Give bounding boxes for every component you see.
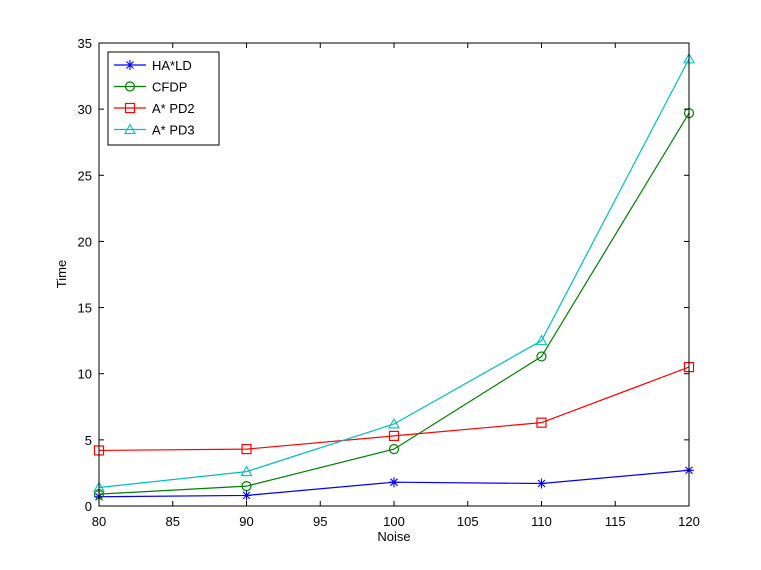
y-tick-label: 5	[85, 433, 92, 448]
x-tick-label: 85	[166, 514, 180, 529]
legend-label: A* PD2	[152, 101, 195, 116]
series-line	[98, 58, 690, 489]
x-tick-label: 110	[531, 514, 552, 529]
legend-label: A* PD3	[152, 123, 195, 138]
y-tick-label: 0	[85, 499, 92, 514]
data-point	[536, 478, 547, 489]
legend-item: CFDP	[114, 80, 187, 95]
y-axis: 0 5 10 15 20 25 30 35	[78, 36, 689, 514]
y-tick-label: 35	[78, 36, 92, 51]
data-point	[536, 351, 547, 362]
y-axis-label: Time	[54, 260, 69, 288]
data-point	[241, 490, 252, 501]
legend-label: HA*LD	[152, 58, 192, 73]
data-point	[388, 430, 400, 441]
legend-item: A* PD3	[114, 123, 195, 138]
legend-label: CFDP	[152, 80, 187, 95]
x-tick-label: 95	[313, 514, 327, 529]
series-line	[98, 366, 690, 452]
legend-marker	[124, 102, 136, 114]
data-point	[240, 465, 253, 477]
x-tick-label: 90	[239, 514, 253, 529]
legend-marker	[125, 60, 135, 70]
y-tick-label: 30	[78, 102, 92, 117]
series-line	[98, 112, 690, 495]
legend-item: A* PD2	[114, 101, 195, 116]
legend-marker	[124, 123, 136, 135]
x-axis-label: Noise	[377, 529, 410, 544]
data-point	[241, 481, 252, 492]
x-axis: 80 85 90 95 100 105 110 115 120	[92, 43, 700, 529]
data-point	[536, 417, 547, 428]
x-tick-label: 100	[383, 514, 405, 529]
series-3	[93, 52, 695, 493]
legend-item: HA*LD	[114, 58, 192, 73]
x-tick-label: 115	[605, 514, 626, 529]
data-point	[389, 477, 399, 488]
x-tick-label: 80	[92, 514, 106, 529]
data-point	[241, 444, 252, 455]
x-tick-label: 105	[457, 514, 479, 529]
legend-marker	[124, 81, 136, 92]
y-tick-label: 15	[78, 301, 92, 316]
y-tick-label: 10	[78, 367, 92, 382]
data-point	[388, 444, 400, 455]
y-tick-label: 20	[78, 234, 92, 249]
data-point	[535, 334, 548, 346]
legend: HA*LD CFDP A* PD2 A* PD3	[107, 51, 220, 146]
y-tick-label: 25	[78, 168, 92, 183]
data-point	[388, 417, 400, 429]
x-tick-label: 120	[678, 514, 700, 529]
